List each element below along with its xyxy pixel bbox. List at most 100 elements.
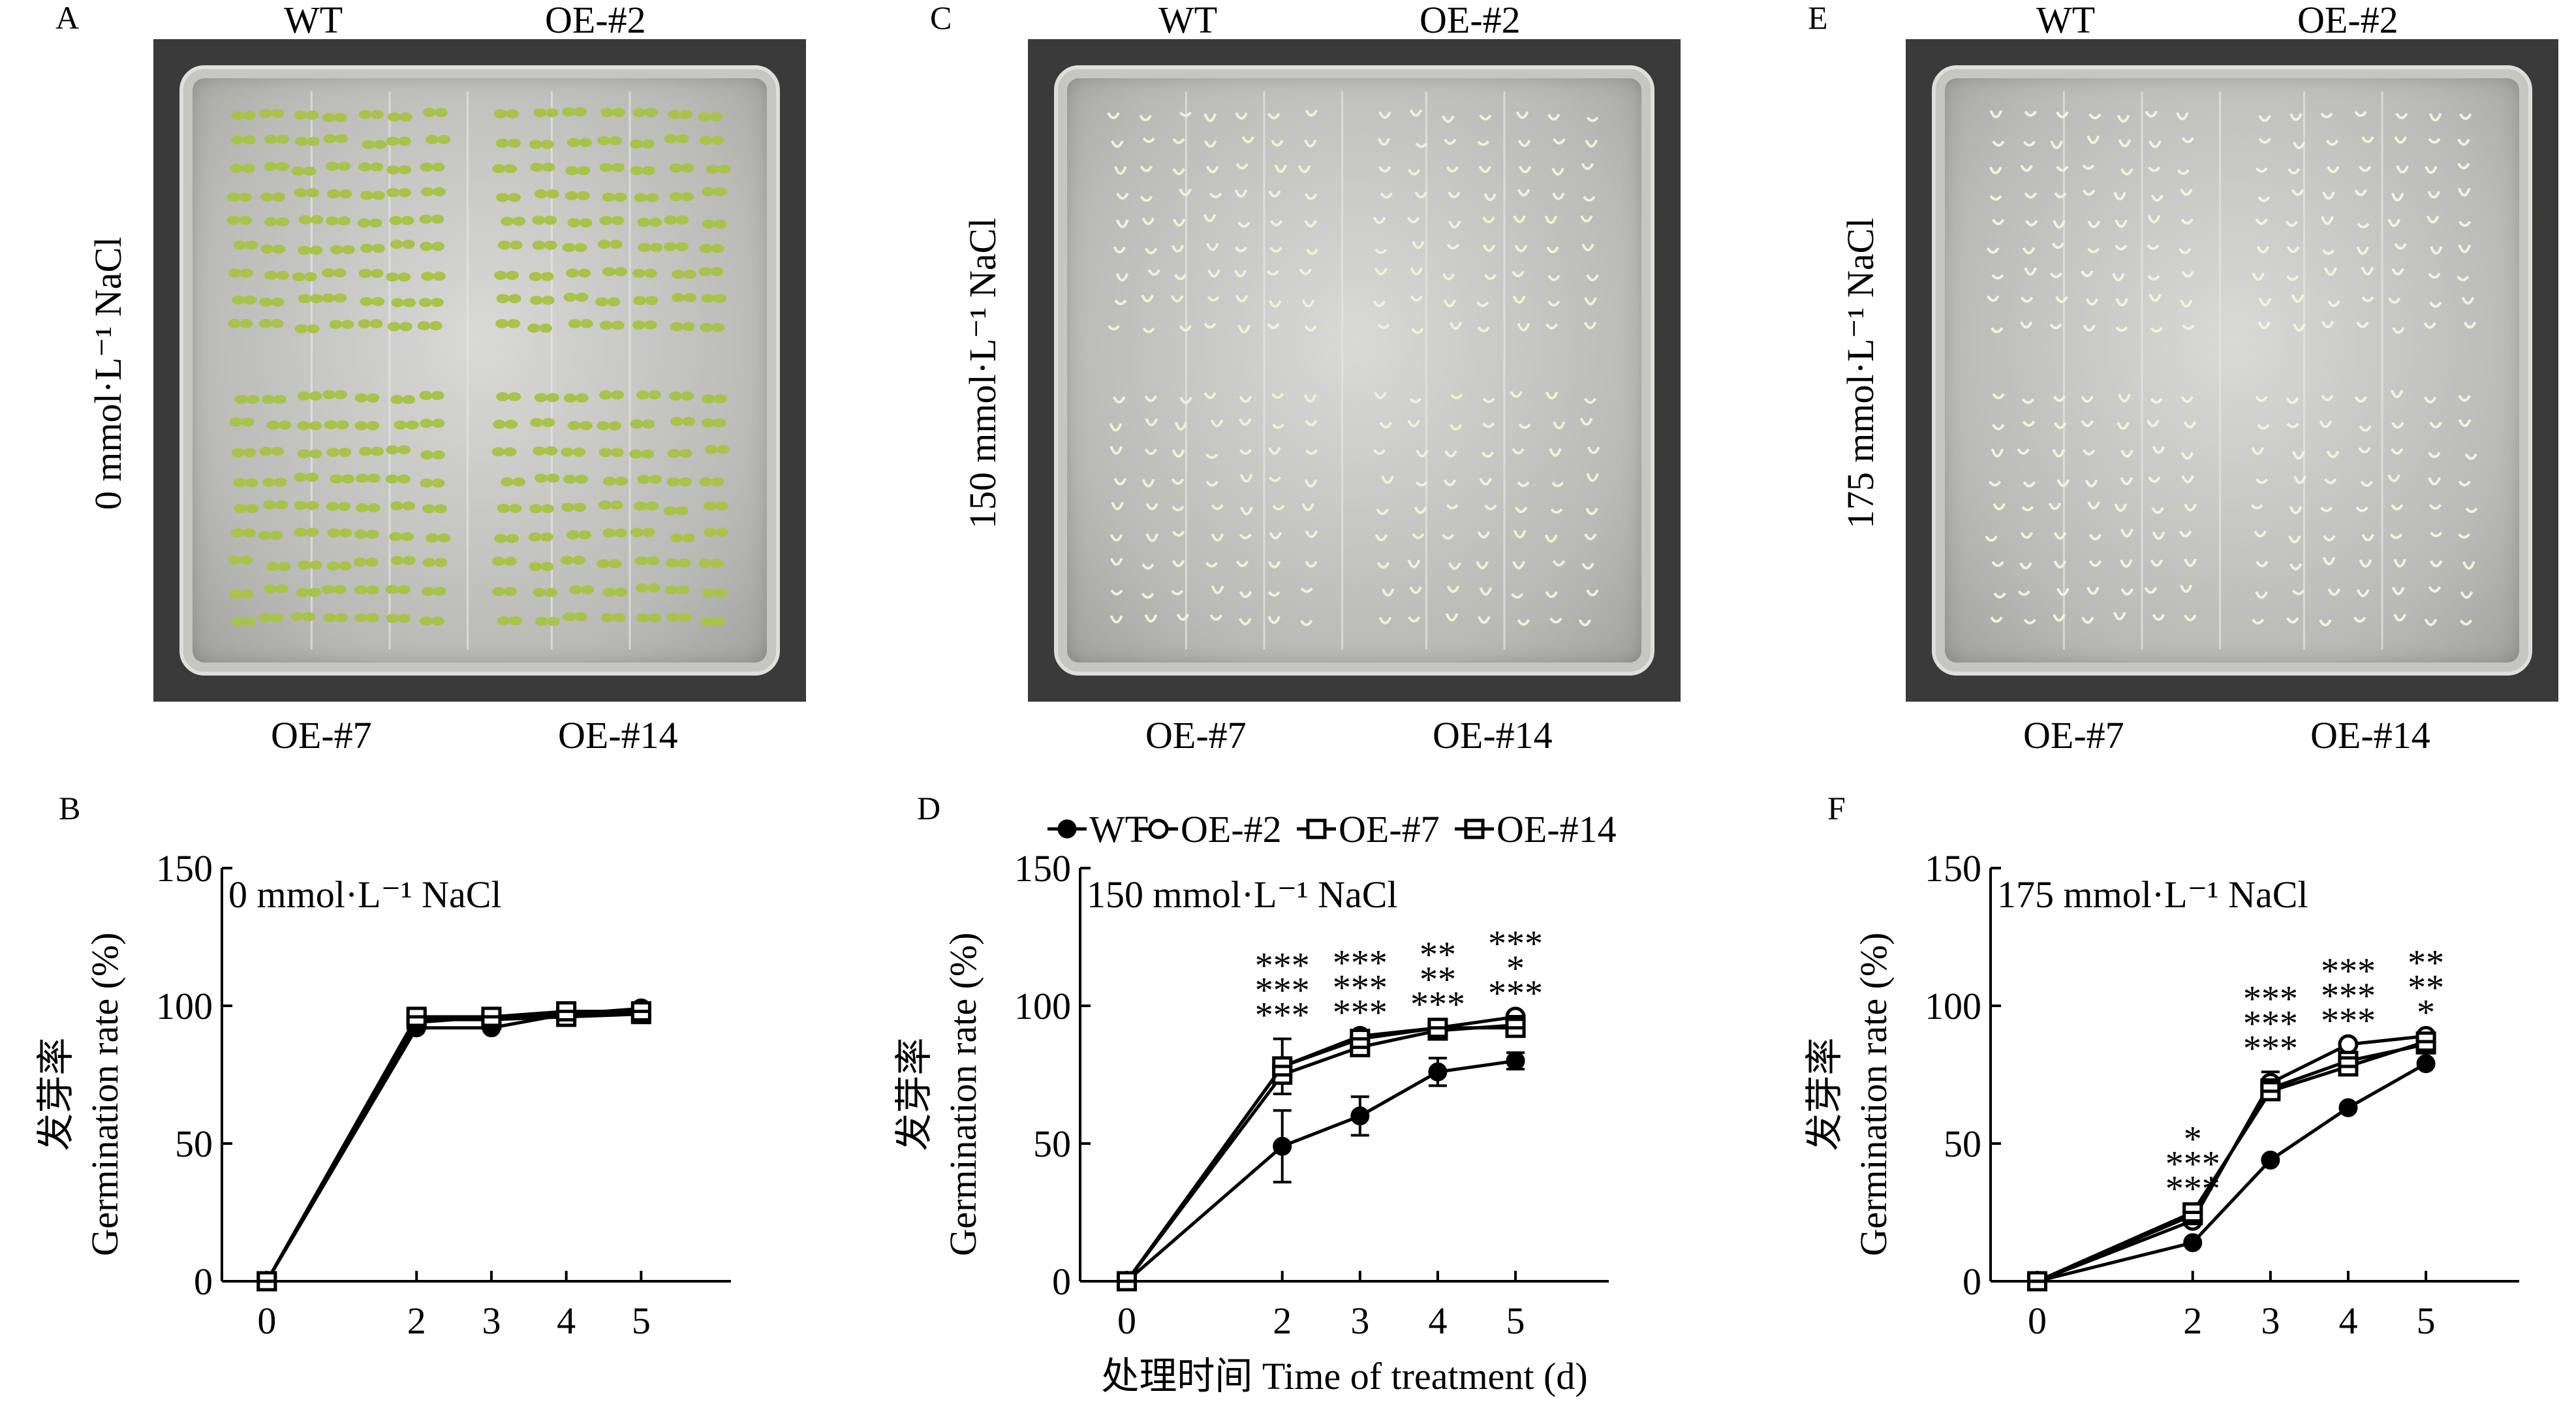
chart-d: D 150 mmol·L⁻¹ NaCl 0 50 100 150 0 2 3 4 5 发芽率 Germi…	[893, 790, 1617, 1397]
data-point	[1350, 1036, 1371, 1057]
y-tick-label: 50	[1033, 1123, 1071, 1165]
data-point	[1350, 1106, 1370, 1126]
data-point	[2182, 1202, 2203, 1223]
data-point	[2260, 1072, 2281, 1093]
genotype-top-left: WT	[2036, 0, 2096, 41]
series-line	[1125, 1026, 1516, 1283]
panel-label-c: C	[930, 0, 952, 36]
significance-mark: *	[1506, 948, 1525, 989]
y-axis-label-cn: 发芽率	[1803, 1037, 1846, 1151]
data-point	[1272, 1056, 1293, 1077]
series-line	[1125, 1015, 1516, 1283]
data-point	[1272, 1056, 1293, 1077]
data-point	[556, 1006, 577, 1027]
data-point	[2415, 1031, 2436, 1052]
condition-label: 175 mmol·L⁻¹ NaCl	[1839, 217, 1882, 529]
y-tick-label: 0	[1052, 1260, 1071, 1303]
data-point	[1350, 1029, 1371, 1050]
condition-label: 150 mmol·L⁻¹ NaCl	[961, 217, 1004, 529]
petri-plate	[153, 39, 806, 702]
data-point	[2182, 1205, 2203, 1226]
data-point	[1427, 1020, 1448, 1041]
x-tick-label: 3	[482, 1300, 501, 1342]
chart-b: B 0 mmol·L⁻¹ NaCl 0 50 100 150 0 2 3 4 5 发芽率 Germina…	[35, 790, 731, 1342]
genotype-bottom-right: OE-#14	[1433, 714, 1553, 756]
legend-label: OE-#14	[1497, 808, 1617, 850]
data-point	[1350, 1025, 1371, 1046]
significance-mark: ***	[1333, 942, 1388, 983]
series-oe-7	[1116, 1015, 1526, 1292]
series-line	[265, 1009, 642, 1283]
genotype-bottom-left: OE-#7	[2023, 714, 2124, 756]
data-point	[1428, 1062, 1448, 1082]
data-point	[556, 1004, 577, 1025]
x-tick-label: 2	[407, 1300, 426, 1342]
significance-mark: ***	[1255, 946, 1310, 986]
significance-mark: ***	[1410, 984, 1465, 1025]
y-tick-label: 100	[1014, 985, 1071, 1027]
significance-mark: ***	[2243, 1028, 2298, 1068]
data-point	[2260, 1078, 2281, 1099]
plate-dish	[1054, 65, 1654, 676]
data-point	[1505, 1018, 1526, 1038]
data-point	[2026, 1271, 2047, 1292]
data-point	[2415, 1034, 2436, 1055]
significance-mark: ***	[1333, 992, 1388, 1033]
genotype-top-left: WT	[284, 0, 343, 41]
data-point	[406, 1009, 427, 1030]
series-line	[2036, 1062, 2427, 1283]
data-point	[2026, 1271, 2047, 1292]
data-point	[406, 1006, 427, 1027]
series-line	[1125, 1023, 1516, 1283]
y-tick-label: 150	[1925, 847, 1981, 890]
y-tick-label: 0	[1963, 1260, 1981, 1303]
data-point	[1116, 1271, 1137, 1292]
series-oe-7	[256, 1004, 651, 1292]
x-tick-label: 3	[2261, 1300, 2280, 1342]
y-axis-label: 发芽率 Germination rate (%)	[35, 932, 126, 1256]
data-point	[407, 1018, 426, 1038]
panel-label-d: D	[917, 790, 940, 826]
data-point	[2183, 1233, 2203, 1253]
significance-mark: **	[2408, 942, 2444, 983]
legend-item: OE-#7	[1297, 808, 1440, 850]
y-tick-label: 150	[156, 847, 213, 890]
significance-mark: ***	[1255, 971, 1310, 1011]
data-point	[1506, 1051, 1525, 1070]
significance-mark: ***	[1488, 924, 1543, 964]
x-tick-label: 2	[2183, 1300, 2202, 1342]
data-point	[2027, 1271, 2047, 1291]
data-point	[2338, 1034, 2359, 1055]
data-point	[2415, 1025, 2436, 1046]
y-axis-label-cn: 发芽率	[35, 1037, 77, 1151]
data-point	[257, 1271, 277, 1291]
data-point	[630, 998, 651, 1019]
legend-item: WT	[1047, 808, 1148, 850]
chart-title: 150 mmol·L⁻¹ NaCl	[1087, 873, 1398, 916]
chart-f: F 175 mmol·L⁻¹ NaCl 0 50 100 150 0 2 3 4 5 发芽率 Germi…	[1803, 790, 2519, 1342]
significance-mark: ***	[2165, 1144, 2220, 1185]
genotype-bottom-right: OE-#14	[2310, 714, 2430, 756]
data-point	[1116, 1271, 1137, 1292]
significance-mark: *	[2184, 1119, 2202, 1160]
y-tick-label: 0	[194, 1260, 213, 1303]
data-point	[2261, 1150, 2280, 1170]
significance-mark: ***	[2321, 976, 2376, 1016]
genotype-top-right: OE-#2	[545, 0, 646, 41]
chart-title: 175 mmol·L⁻¹ NaCl	[1997, 873, 2308, 916]
data-point	[2026, 1271, 2047, 1292]
series-line	[2036, 1034, 2427, 1283]
condition-label: 0 mmol·L⁻¹ NaCl	[87, 236, 129, 510]
y-axis-label-en: Germination rate (%)	[84, 932, 126, 1256]
data-point	[2338, 1098, 2358, 1117]
data-point	[1272, 1065, 1293, 1085]
significance-mark: ***	[2165, 1169, 2220, 1209]
data-point	[256, 1271, 277, 1292]
data-point	[2338, 1050, 2359, 1071]
plate-seedlings	[1107, 91, 1600, 649]
y-axis-label: 发芽率 Germination rate (%)	[893, 932, 984, 1256]
y-tick-label: 100	[1925, 985, 1981, 1027]
data-point	[256, 1271, 277, 1292]
legend-marker	[1306, 818, 1327, 839]
x-axis-label: 处理时间 Time of treatment (d)	[1101, 1355, 1587, 1397]
